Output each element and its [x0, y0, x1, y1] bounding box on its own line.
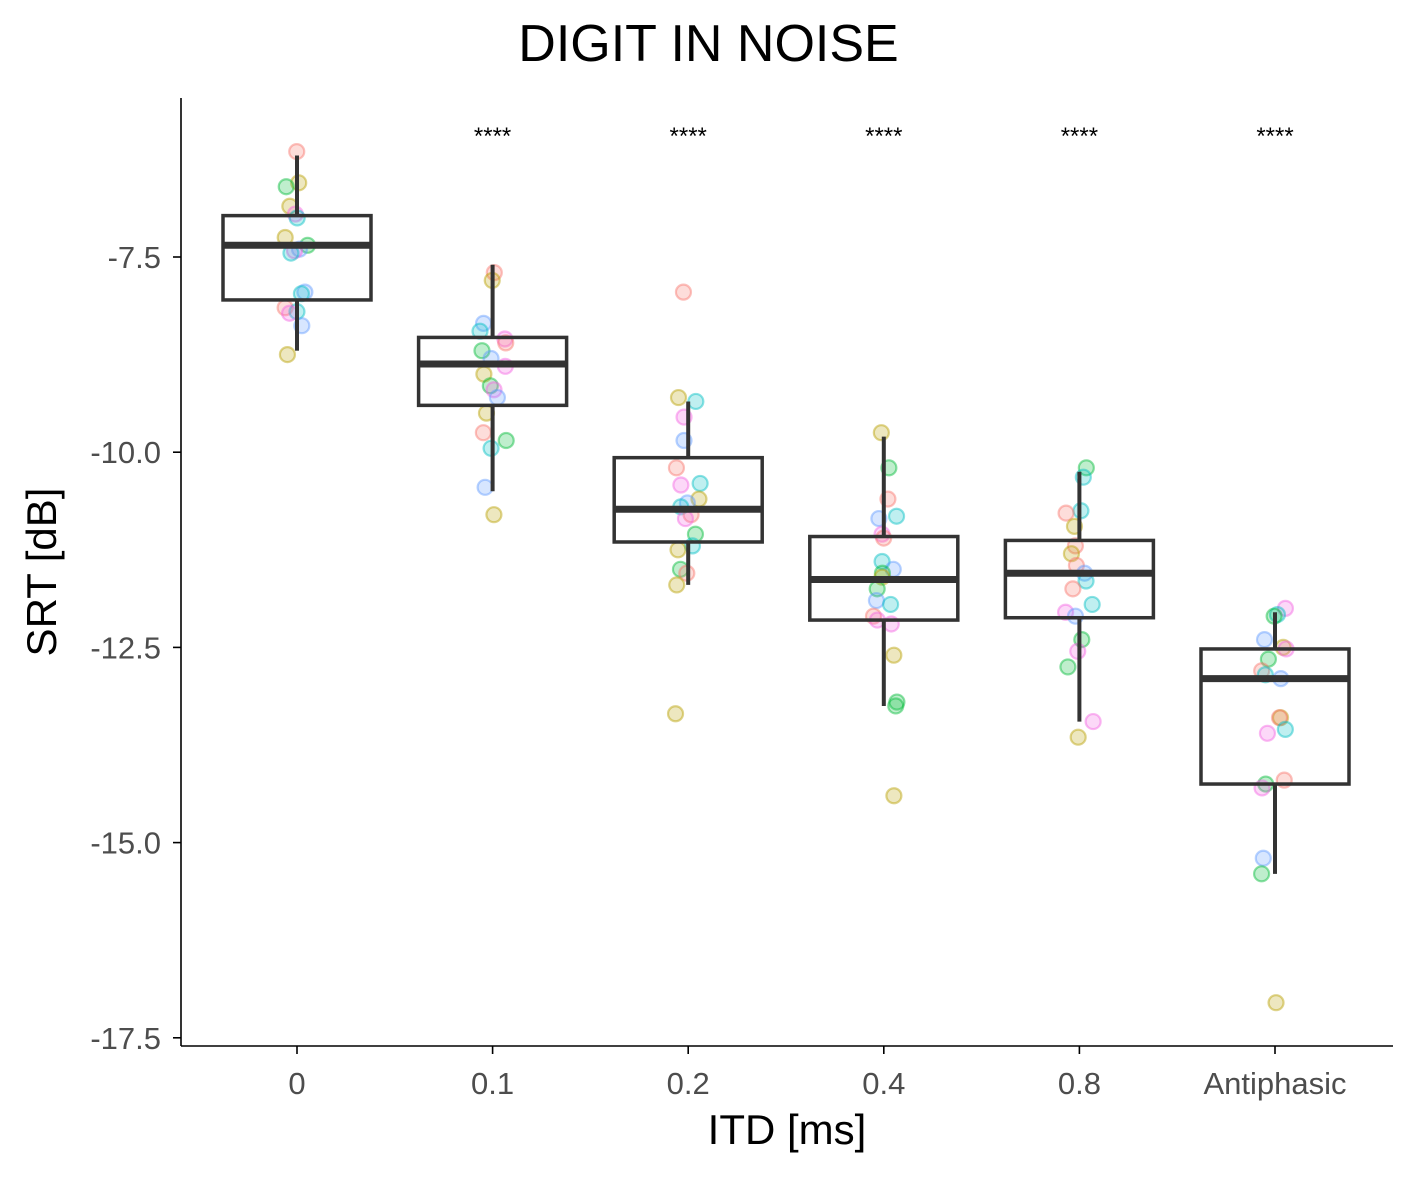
significance-label: **** [865, 123, 902, 150]
data-point [674, 283, 693, 301]
data-point [687, 392, 705, 411]
x-tick-label: 0.2 [667, 1066, 710, 1101]
data-point [1259, 650, 1278, 668]
data-point [476, 478, 494, 496]
data-point [485, 381, 503, 399]
data-point [1083, 595, 1101, 614]
y-tick-label: -7.5 [108, 240, 161, 275]
data-point [1062, 545, 1081, 563]
x-tick-label: 0.1 [471, 1066, 514, 1101]
box [612, 455, 764, 544]
data-point [691, 474, 709, 493]
data-point [1077, 459, 1095, 477]
data-point [488, 388, 507, 407]
data-point [887, 507, 906, 525]
data-point [1059, 658, 1077, 676]
data-point [278, 346, 297, 364]
y-tick-label: -17.5 [90, 1021, 161, 1056]
data-point [873, 552, 891, 571]
data-point [481, 377, 499, 395]
y-tick-label: -15.0 [90, 826, 161, 861]
y-tick-label: -12.5 [90, 630, 161, 665]
data-point [485, 506, 503, 524]
data-point [672, 476, 690, 494]
data-point [277, 178, 295, 196]
box [416, 335, 569, 408]
data-point [668, 576, 686, 594]
x-tick-label: Antiphasic [1203, 1066, 1346, 1101]
x-tick-label: 0.4 [862, 1066, 905, 1101]
data-point [1064, 580, 1082, 598]
data-point [1254, 849, 1272, 867]
data-point [669, 388, 688, 407]
axes-layer [173, 98, 1393, 1054]
data-point [666, 705, 685, 723]
data-point [497, 431, 515, 450]
data-point [885, 787, 903, 805]
data-point [888, 693, 906, 711]
labels-layer: -7.5 -10.0 -12.5 -15.0 -17.5 0 0.1 0.2 0.4 0.8 Ant… [90, 123, 1346, 1101]
boxes-layer [221, 155, 1351, 874]
data-point [667, 459, 686, 477]
data-point [473, 342, 491, 360]
data-point [1069, 728, 1087, 746]
data-point [1276, 720, 1294, 738]
data-point [1276, 599, 1295, 617]
data-point [1270, 709, 1289, 727]
significance-label: **** [1061, 123, 1098, 150]
data-point [885, 646, 903, 664]
data-point [1267, 994, 1285, 1012]
points-layer [276, 142, 1295, 1012]
data-point [1084, 712, 1102, 731]
y-tick-label: -10.0 [90, 435, 161, 470]
x-axis-title: ITD [ms] [707, 1106, 867, 1153]
data-point [867, 591, 886, 610]
data-point [872, 424, 890, 442]
data-point [1271, 709, 1290, 727]
chart-title: DIGIT IN NOISE [518, 15, 899, 73]
data-point [280, 304, 299, 322]
significance-label: **** [670, 123, 707, 150]
x-tick-label: 0 [288, 1066, 305, 1101]
box [221, 213, 373, 302]
significance-label: **** [474, 123, 511, 150]
data-point [676, 509, 695, 528]
data-point [882, 595, 900, 614]
data-point [1252, 865, 1271, 883]
significance-label: **** [1256, 123, 1293, 150]
data-point [474, 424, 492, 442]
x-tick-label: 0.8 [1058, 1066, 1101, 1101]
data-point [1057, 504, 1075, 522]
data-point [669, 541, 687, 559]
data-point [1258, 724, 1277, 742]
data-point [1255, 630, 1274, 649]
box [1003, 538, 1156, 620]
box [1199, 647, 1351, 786]
data-point [887, 697, 905, 715]
